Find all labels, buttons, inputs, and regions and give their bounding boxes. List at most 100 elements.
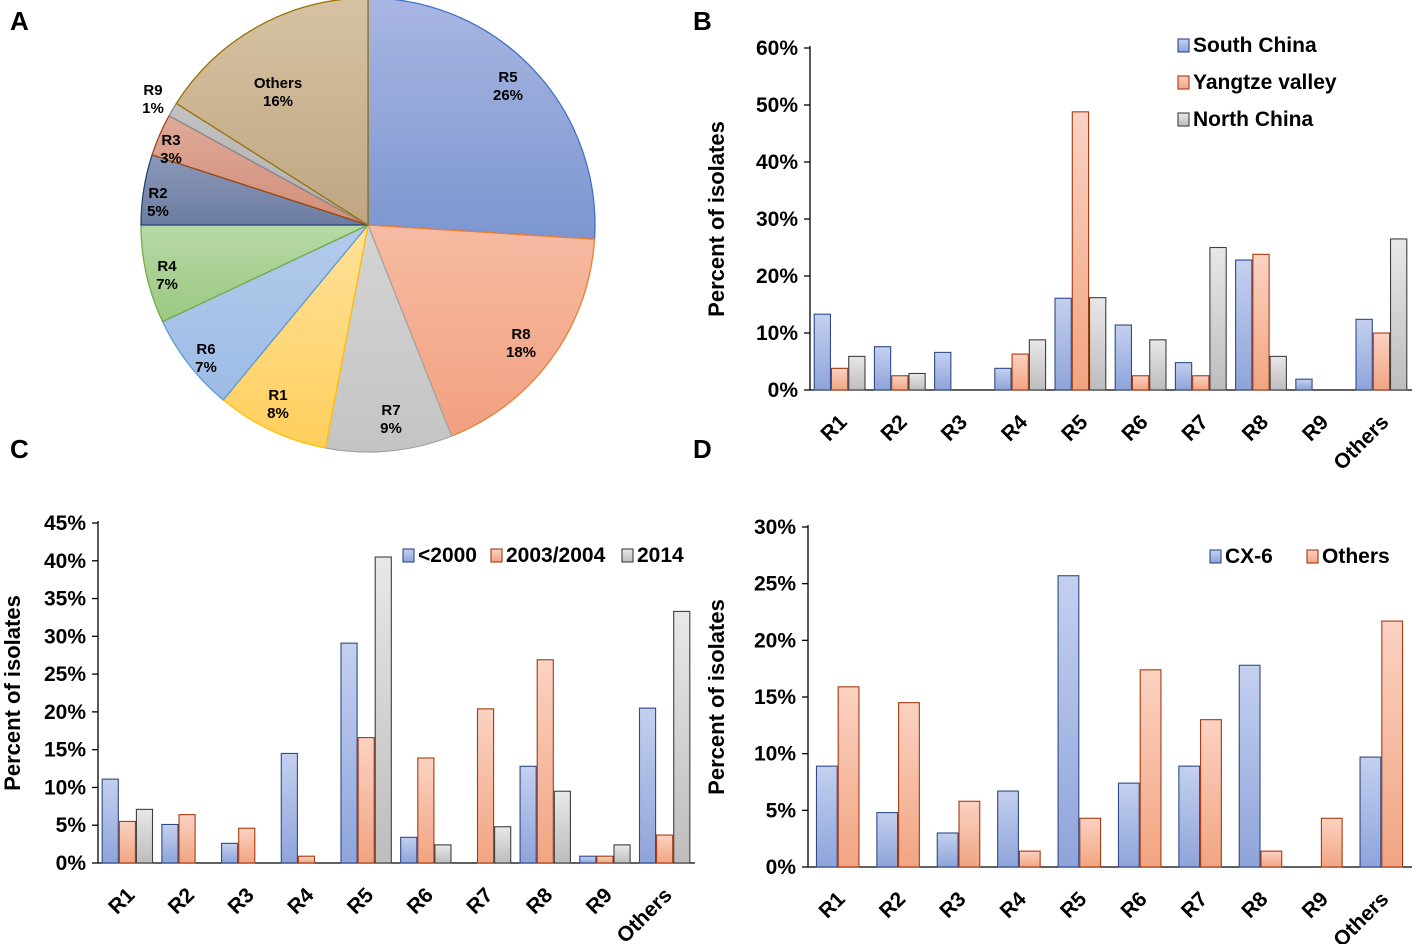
x-tick-label: R5 bbox=[1057, 410, 1092, 445]
bar-r8-south_china bbox=[1235, 259, 1253, 391]
bar-r7-yangtze bbox=[1192, 375, 1210, 391]
y-axis-title: Percent of isolates bbox=[0, 595, 25, 791]
y-tick-label: 20% bbox=[44, 701, 86, 724]
pie-label-r1: R1 bbox=[268, 387, 287, 404]
x-tick-label: R3 bbox=[937, 411, 972, 446]
y-tick-label: 40% bbox=[756, 151, 798, 174]
bar-r9-south_china bbox=[1295, 378, 1313, 391]
pie-label-r6: R6 bbox=[196, 341, 215, 358]
bar-r7-south_china bbox=[1174, 362, 1193, 391]
bar-r8-yangtze bbox=[1260, 850, 1283, 868]
bar-chart-d: 0% 5% 10% 15% 20% 25% 30% Percent of isolates R1… bbox=[704, 516, 1412, 944]
pie-percent-r4: 7% bbox=[156, 276, 178, 293]
bar-r2-yangtze bbox=[898, 702, 920, 868]
y-tick-label: 20% bbox=[754, 629, 796, 652]
x-tick-label: R7 bbox=[1178, 411, 1213, 446]
pie-percent-r5: 26% bbox=[493, 87, 523, 104]
pie-slice-r1 bbox=[222, 224, 369, 449]
bar-r7-yangtze bbox=[1200, 719, 1222, 868]
bar-others-yangtze bbox=[656, 834, 674, 864]
bar-others-south_china bbox=[1355, 318, 1373, 391]
bar-r4-south_china bbox=[280, 752, 298, 864]
y-tick-label: 40% bbox=[44, 550, 86, 573]
x-tick-label: R8 bbox=[1237, 887, 1272, 922]
bar-r4-south_china bbox=[997, 790, 1019, 868]
bar-r6-south_china bbox=[400, 836, 418, 864]
panel-letter-d: D bbox=[693, 434, 712, 464]
y-tick-label: 50% bbox=[756, 94, 798, 117]
x-tick-label: R6 bbox=[1116, 888, 1151, 923]
x-tick-label: R7 bbox=[1177, 888, 1212, 923]
legend-swatch bbox=[1177, 75, 1190, 90]
bar-r6-south_china bbox=[1114, 324, 1133, 391]
y-tick-label: 20% bbox=[756, 265, 798, 288]
legend-swatch bbox=[1177, 112, 1190, 127]
x-tick-label: R4 bbox=[997, 410, 1032, 445]
bar-r6-north_china bbox=[434, 844, 452, 864]
bar-r4-north_china bbox=[1028, 339, 1047, 391]
x-tick-label: Others bbox=[613, 884, 677, 944]
bar-r6-yangtze bbox=[1131, 375, 1150, 391]
bar-r7-north_china bbox=[1209, 246, 1227, 391]
panel-letter-b: B bbox=[693, 6, 712, 36]
bar-r8-north_china bbox=[553, 790, 571, 864]
pie-label-r7: R7 bbox=[381, 402, 400, 419]
x-tick-label: R9 bbox=[582, 884, 617, 919]
bar-others-south_china bbox=[638, 707, 657, 864]
bar-others-yangtze bbox=[1381, 620, 1404, 868]
bar-r7-north_china bbox=[494, 826, 512, 864]
pie-percent-r9: 1% bbox=[142, 100, 164, 117]
bar-r2-north_china bbox=[908, 372, 926, 391]
bar-r4-yangtze bbox=[1011, 353, 1029, 391]
y-tick-label: 35% bbox=[44, 588, 86, 611]
bar-r3-south_china bbox=[934, 351, 952, 391]
bar-r5-yangtze bbox=[1079, 817, 1102, 868]
y-tick-label: 15% bbox=[44, 739, 86, 762]
pie-percent-r7: 9% bbox=[380, 420, 402, 437]
pie-percent-r1: 8% bbox=[267, 405, 289, 422]
y-tick-label: 15% bbox=[754, 686, 796, 709]
x-tick-label: Others bbox=[1329, 411, 1393, 475]
pie-slice-others bbox=[175, 0, 369, 227]
legend-label: 2014 bbox=[637, 544, 684, 567]
legend-label: 2003/2004 bbox=[506, 544, 606, 567]
bar-r6-yangtze bbox=[1139, 669, 1162, 868]
bar-r3-yangtze bbox=[238, 827, 256, 864]
bar-others-north_china bbox=[673, 610, 691, 864]
bar-r8-north_china bbox=[1269, 355, 1287, 391]
bar-r2-south_china bbox=[876, 812, 899, 868]
bar-others-north_china bbox=[1389, 238, 1408, 391]
x-tick-label: R7 bbox=[462, 884, 497, 919]
bar-r2-yangtze bbox=[178, 814, 196, 864]
y-tick-label: 10% bbox=[44, 776, 86, 799]
pie-label-r8: R8 bbox=[511, 326, 530, 343]
legend-swatch bbox=[1306, 549, 1319, 564]
y-tick-label: 30% bbox=[44, 625, 86, 648]
bar-r3-south_china bbox=[221, 842, 239, 864]
bar-r6-north_china bbox=[1149, 339, 1167, 391]
bar-r2-yangtze bbox=[891, 375, 909, 391]
panel-letter-a: A bbox=[10, 6, 29, 36]
bar-r8-yangtze bbox=[1252, 253, 1270, 391]
bar-r9-north_china bbox=[613, 844, 631, 864]
bar-r1-north_china bbox=[135, 808, 154, 864]
bar-r6-south_china bbox=[1117, 782, 1140, 868]
legend-label: <2000 bbox=[418, 544, 477, 567]
bar-r1-yangtze bbox=[830, 367, 849, 391]
bar-r1-south_china bbox=[815, 765, 838, 868]
bar-r2-south_china bbox=[873, 346, 892, 391]
bar-r4-yangtze bbox=[297, 855, 316, 864]
x-tick-label: R2 bbox=[164, 884, 199, 919]
x-tick-label: Others bbox=[1329, 888, 1393, 944]
bar-r7-yangtze bbox=[476, 708, 495, 864]
bar-r1-south_china bbox=[813, 313, 832, 391]
y-axis-title: Percent of isolates bbox=[704, 121, 729, 317]
x-tick-label: R8 bbox=[1238, 410, 1273, 445]
pie-label-r3: R3 bbox=[161, 132, 180, 149]
y-tick-label: 60% bbox=[756, 37, 798, 60]
y-axis-title: Percent of isolates bbox=[704, 599, 729, 795]
bar-chart-b: 0% 10% 20% 30% 40% 50% 60% Percent of isolates R… bbox=[704, 34, 1412, 475]
bar-r1-yangtze bbox=[118, 820, 136, 864]
legend-label: Yangtze valley bbox=[1193, 71, 1337, 94]
